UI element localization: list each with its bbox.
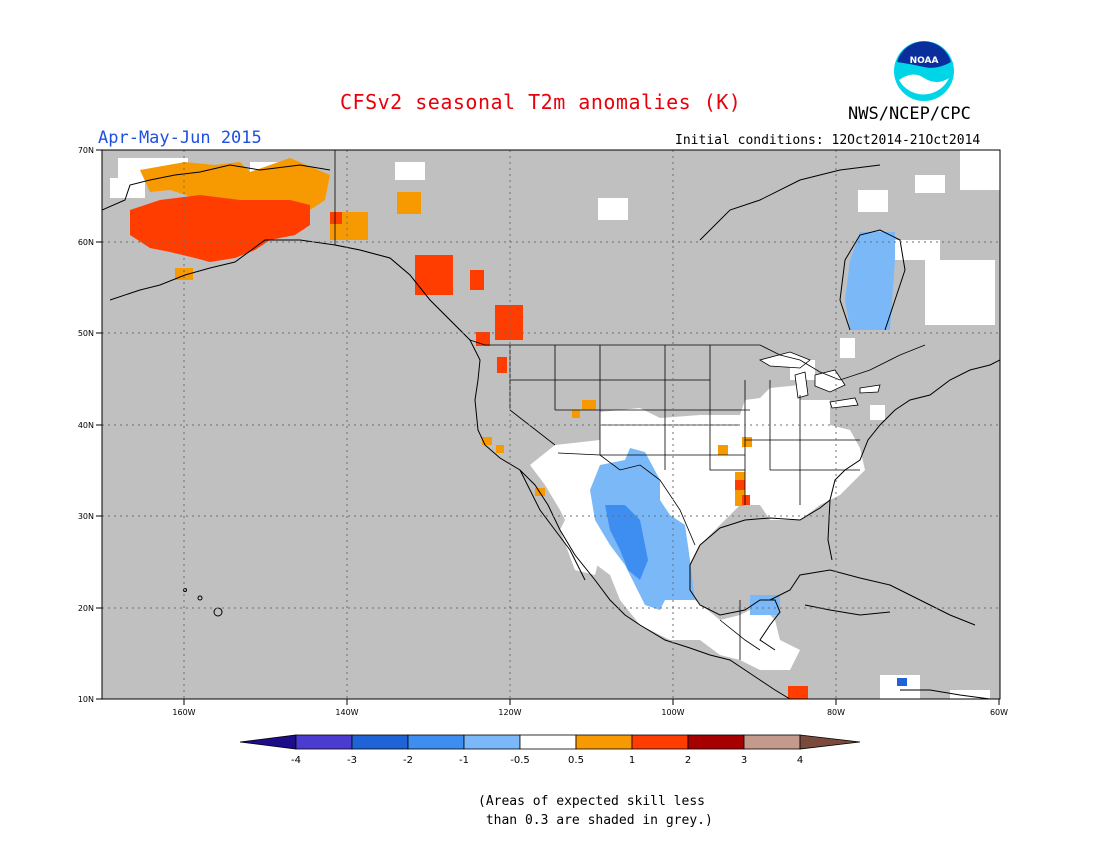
lon-label-60w: 60W — [990, 708, 1008, 717]
colorbar-label: -0.5 — [510, 755, 530, 766]
great-lakes — [758, 351, 881, 409]
lat-label-20n: 20N — [78, 604, 94, 613]
colorbar-label: 2 — [685, 755, 691, 766]
borders — [334, 150, 926, 660]
colorbar-label: 0.5 — [568, 755, 584, 766]
lat-label-40n: 40N — [78, 421, 94, 430]
org-label: NWS/NCEP/CPC — [848, 104, 971, 124]
colorbar-cap-low — [239, 734, 297, 750]
colorbar-swatch — [631, 734, 689, 750]
colorbar-label: -4 — [291, 755, 301, 766]
colorbar-label: 1 — [629, 755, 635, 766]
initial-conditions: Initial conditions: 12Oct2014-21Oct2014 — [675, 133, 981, 148]
warm-anomalies — [130, 158, 808, 699]
lat-label-10n: 10N — [78, 695, 94, 704]
axis-ticks — [96, 149, 1000, 705]
coastlines — [102, 164, 1000, 699]
colorbar-swatch — [743, 734, 801, 750]
skill-note: (Areas of expected skill less than 0.3 a… — [478, 794, 713, 828]
colorbar-swatch — [351, 734, 409, 750]
lon-label-80w: 80W — [827, 708, 845, 717]
lat-label-50n: 50N — [78, 329, 94, 338]
noaa-logo: NOAA — [894, 41, 954, 101]
colorbar-label: -2 — [403, 755, 413, 766]
lat-label-30n: 30N — [78, 512, 94, 521]
lon-label-140w: 140W — [335, 708, 358, 717]
colorbar-label: 3 — [741, 755, 747, 766]
cold-anomalies — [590, 232, 907, 686]
colorbar — [239, 734, 861, 750]
colorbar-swatch — [407, 734, 465, 750]
colorbar-swatch — [295, 734, 353, 750]
colorbar-swatch — [463, 734, 521, 750]
lat-label-70n: 70N — [78, 146, 94, 155]
colorbar-label: -3 — [347, 755, 357, 766]
colorbar-swatch — [519, 734, 577, 750]
lon-label-160w: 160W — [172, 708, 195, 717]
colorbar-cap-high — [799, 734, 861, 750]
colorbar-swatch — [687, 734, 745, 750]
svg-text:NOAA: NOAA — [910, 56, 939, 66]
map-title: CFSv2 seasonal T2m anomalies (K) — [340, 90, 742, 114]
colorbar-swatch — [575, 734, 633, 750]
lon-label-120w: 120W — [498, 708, 521, 717]
lat-label-60n: 60N — [78, 238, 94, 247]
lon-label-100w: 100W — [661, 708, 684, 717]
colorbar-label: 4 — [797, 755, 803, 766]
colorbar-label: -1 — [459, 755, 469, 766]
forecast-period: Apr-May-Jun 2015 — [98, 128, 262, 148]
graticule — [102, 150, 1000, 699]
